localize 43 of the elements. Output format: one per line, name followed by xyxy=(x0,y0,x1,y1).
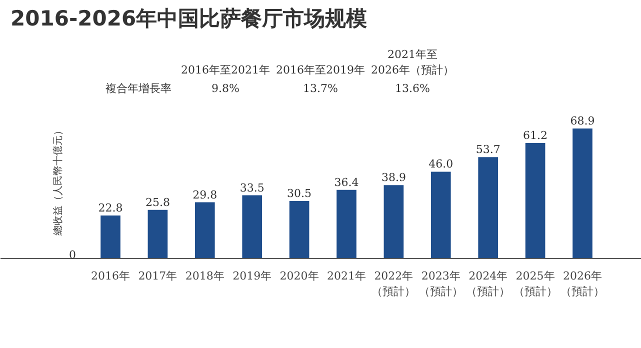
data-label: 36.4 xyxy=(334,176,359,189)
text: 13.7% xyxy=(303,82,338,95)
text: 2016年至2021年 xyxy=(181,64,270,76)
x-tick-label: 2024年（預計） xyxy=(466,270,510,298)
x-tick-label: 2019年 xyxy=(232,270,272,282)
x-tick-label: 2021年 xyxy=(327,270,366,282)
data-label: 53.7 xyxy=(476,143,500,156)
x-tick-label: 2022年（預計） xyxy=(372,270,416,298)
x-tick-label: 2016年 xyxy=(91,270,130,282)
data-label: 46.0 xyxy=(428,158,454,171)
x-tick-label: 2017年 xyxy=(138,270,178,282)
bar xyxy=(478,157,498,258)
data-label: 61.2 xyxy=(523,129,548,142)
x-tick-label: 2018年 xyxy=(185,270,224,282)
data-label: 38.9 xyxy=(381,171,406,184)
y-axis-title: 總收益（人民幣十億元） xyxy=(52,126,64,236)
text: 9.8% xyxy=(212,82,240,95)
data-label: 30.5 xyxy=(287,186,312,200)
chart-title: 2016-2026年中国比萨餐厅市场规模 xyxy=(10,6,368,30)
x-tick-label: 2020年 xyxy=(280,270,319,282)
x-tick-label: 2023年（預計） xyxy=(418,270,463,298)
data-label: 68.9 xyxy=(570,114,595,128)
bar xyxy=(242,195,262,258)
data-label: 22.8 xyxy=(98,201,123,214)
bar xyxy=(384,185,404,258)
x-tick-label: 2025年（預計） xyxy=(513,270,558,298)
bar xyxy=(289,200,310,258)
bar xyxy=(572,128,592,258)
text: 2021年至2026年（預計） xyxy=(371,48,454,76)
data-label: 33.5 xyxy=(240,181,264,194)
bar xyxy=(100,215,120,258)
bar xyxy=(194,202,215,258)
bar xyxy=(430,172,451,258)
data-label: 29.8 xyxy=(192,188,218,202)
x-tick-label: 2026年（預計） xyxy=(560,270,604,298)
text: 複合年增長率 xyxy=(106,82,172,95)
bar xyxy=(525,143,546,258)
bar xyxy=(336,190,356,258)
text: 13.6% xyxy=(395,82,430,95)
data-label: 25.8 xyxy=(145,196,170,209)
bar xyxy=(148,210,168,258)
text: 0 xyxy=(69,248,76,262)
text: 2016年至2019年 xyxy=(276,64,366,76)
